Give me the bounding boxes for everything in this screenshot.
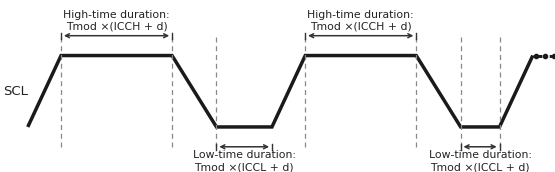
Text: Tmod ×(ICCH + d): Tmod ×(ICCH + d) bbox=[65, 22, 168, 32]
Text: SCL: SCL bbox=[3, 85, 28, 98]
Text: Low-time duration:: Low-time duration: bbox=[193, 150, 296, 160]
Text: Tmod ×(ICCL + d): Tmod ×(ICCL + d) bbox=[430, 163, 530, 172]
Text: Tmod ×(ICCH + d): Tmod ×(ICCH + d) bbox=[310, 22, 412, 32]
Text: Low-time duration:: Low-time duration: bbox=[428, 150, 532, 160]
Text: High-time duration:: High-time duration: bbox=[63, 10, 170, 20]
Text: High-time duration:: High-time duration: bbox=[307, 10, 414, 20]
Text: Tmod ×(ICCL + d): Tmod ×(ICCL + d) bbox=[194, 163, 294, 172]
